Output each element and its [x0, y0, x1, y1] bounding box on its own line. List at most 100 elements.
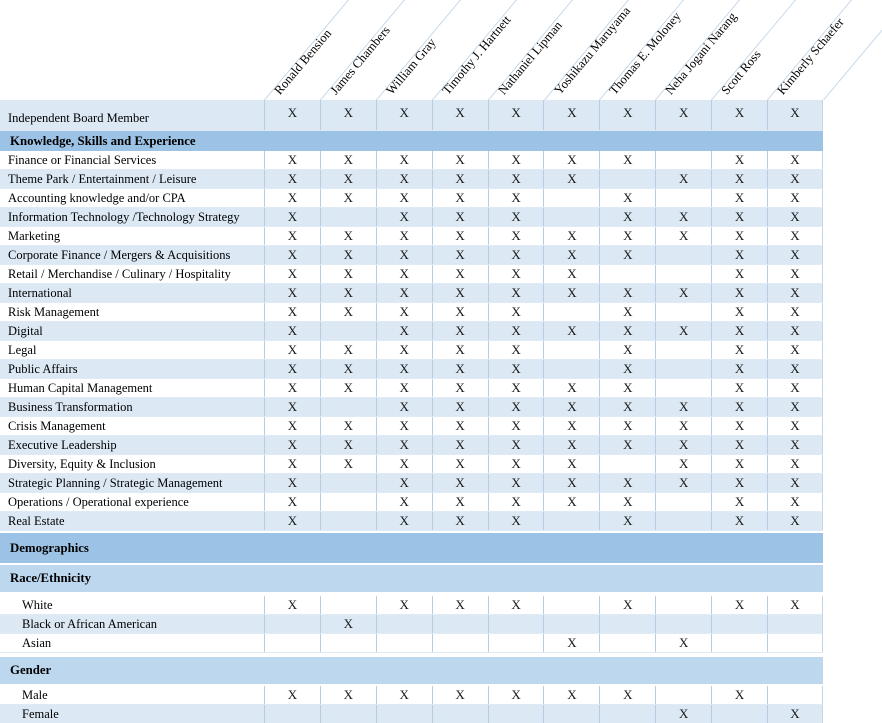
row-label: Theme Park / Entertainment / Leisure — [8, 171, 197, 186]
matrix-cell-marked: X — [264, 596, 320, 614]
matrix-cell-marked: X — [264, 100, 320, 130]
matrix-cell-empty — [543, 512, 599, 530]
matrix-cell-marked: X — [543, 474, 599, 492]
matrix-cell-marked: X — [375, 398, 432, 416]
matrix-cell-marked: X — [711, 208, 767, 226]
matrix-cell-marked: X — [711, 170, 767, 188]
matrix-cell-empty — [655, 303, 711, 321]
matrix-cell-marked: X — [767, 596, 823, 614]
matrix-cell-marked: X — [599, 341, 655, 359]
matrix-cell-empty — [543, 596, 599, 614]
matrix-cell-marked: X — [319, 436, 376, 454]
matrix-cell-marked: X — [431, 265, 488, 283]
matrix-cell-empty — [543, 303, 599, 321]
matrix-cell-marked: X — [767, 455, 823, 473]
row-label: Crisis Management — [8, 418, 106, 433]
section-header-row: Gender — [0, 657, 823, 684]
matrix-cell-marked: X — [655, 208, 711, 226]
matrix-cell-marked: X — [487, 246, 544, 264]
matrix-cell-marked: X — [487, 379, 544, 397]
matrix-cell-marked: X — [487, 227, 544, 245]
matrix-cell-marked: X — [767, 512, 823, 530]
matrix-cell-marked: X — [655, 455, 711, 473]
row-label: Asian — [22, 635, 52, 650]
matrix-cell-marked: X — [431, 246, 488, 264]
matrix-cell-marked: X — [375, 417, 432, 435]
matrix-cell-marked: X — [767, 189, 823, 207]
matrix-cell-empty — [711, 705, 767, 723]
matrix-cell-marked: X — [711, 227, 767, 245]
matrix-cell-marked: X — [711, 246, 767, 264]
matrix-cell-marked: X — [431, 398, 488, 416]
matrix-cell-empty — [599, 615, 655, 633]
matrix-cell-marked: X — [487, 398, 544, 416]
matrix-cell-marked: X — [264, 341, 320, 359]
matrix-cell-marked: X — [431, 189, 488, 207]
matrix-row: Operations / Operational experience X X X X X… — [0, 493, 823, 512]
matrix-cell-marked: X — [431, 596, 488, 614]
matrix-row: Business Transformation X X X X X X X X X — [0, 398, 823, 417]
matrix-row: Marketing X X X X X X X X X X — [0, 227, 823, 246]
section-header-row: Knowledge, Skills and Experience — [0, 131, 823, 151]
matrix-cell-marked: X — [767, 265, 823, 283]
matrix-cell-marked: X — [431, 436, 488, 454]
matrix-cell-marked: X — [487, 417, 544, 435]
row-label: Operations / Operational experience — [8, 494, 189, 509]
section-header-label: Gender — [10, 663, 52, 677]
matrix-cell-marked: X — [599, 436, 655, 454]
matrix-cell-empty — [655, 493, 711, 511]
matrix-cell-marked: X — [711, 322, 767, 340]
matrix-cell-empty — [655, 596, 711, 614]
matrix-cell-marked: X — [375, 246, 432, 264]
matrix-cell-marked: X — [264, 686, 320, 704]
matrix-cell-marked: X — [319, 100, 376, 130]
matrix-cell-empty — [543, 615, 599, 633]
matrix-cell-marked: X — [711, 303, 767, 321]
matrix-cell-marked: X — [711, 686, 767, 704]
matrix-cell-marked: X — [655, 284, 711, 302]
matrix-cell-marked: X — [711, 151, 767, 169]
matrix-cell-marked: X — [375, 227, 432, 245]
matrix-cell-marked: X — [599, 246, 655, 264]
matrix-cell-marked: X — [431, 208, 488, 226]
matrix-cell-empty — [599, 634, 655, 652]
row-label: Finance or Financial Services — [8, 152, 157, 167]
matrix-cell-marked: X — [543, 170, 599, 188]
matrix-row: Theme Park / Entertainment / Leisure X X X X… — [0, 170, 823, 189]
matrix-cell-empty — [375, 634, 432, 652]
matrix-cell-marked: X — [319, 246, 376, 264]
matrix-cell-marked: X — [655, 474, 711, 492]
matrix-cell-marked: X — [543, 227, 599, 245]
matrix-cell-marked: X — [655, 417, 711, 435]
matrix-cell-marked: X — [264, 360, 320, 378]
matrix-cell-marked: X — [767, 151, 823, 169]
matrix-cell-marked: X — [264, 417, 320, 435]
matrix-cell-marked: X — [487, 686, 544, 704]
matrix-cell-marked: X — [319, 303, 376, 321]
section-header-label: Race/Ethnicity — [10, 571, 92, 585]
matrix-cell-marked: X — [264, 265, 320, 283]
matrix-cell-marked: X — [655, 398, 711, 416]
matrix-cell-marked: X — [487, 455, 544, 473]
matrix-cell-marked: X — [375, 360, 432, 378]
matrix-row: White X X X X X X X — [0, 596, 823, 615]
matrix-row: Digital X X X X X X X X X — [0, 322, 823, 341]
matrix-cell-marked: X — [767, 379, 823, 397]
matrix-cell-marked: X — [264, 455, 320, 473]
matrix-cell-marked: X — [711, 341, 767, 359]
matrix-cell-empty — [264, 705, 320, 723]
matrix-row: Human Capital Management X X X X X X X X X — [0, 379, 823, 398]
matrix-row: Independent Board Member X X X X X X X X X X — [0, 100, 823, 131]
matrix-cell-marked: X — [767, 474, 823, 492]
matrix-cell-marked: X — [487, 322, 544, 340]
matrix-cell-marked: X — [767, 303, 823, 321]
matrix-cell-marked: X — [264, 512, 320, 530]
matrix-cell-marked: X — [487, 284, 544, 302]
row-label: White — [22, 597, 53, 612]
matrix-cell-marked: X — [767, 284, 823, 302]
matrix-cell-marked: X — [487, 360, 544, 378]
matrix-cell-marked: X — [543, 417, 599, 435]
matrix-row: Black or African American X — [0, 615, 823, 634]
matrix-cell-marked: X — [767, 398, 823, 416]
